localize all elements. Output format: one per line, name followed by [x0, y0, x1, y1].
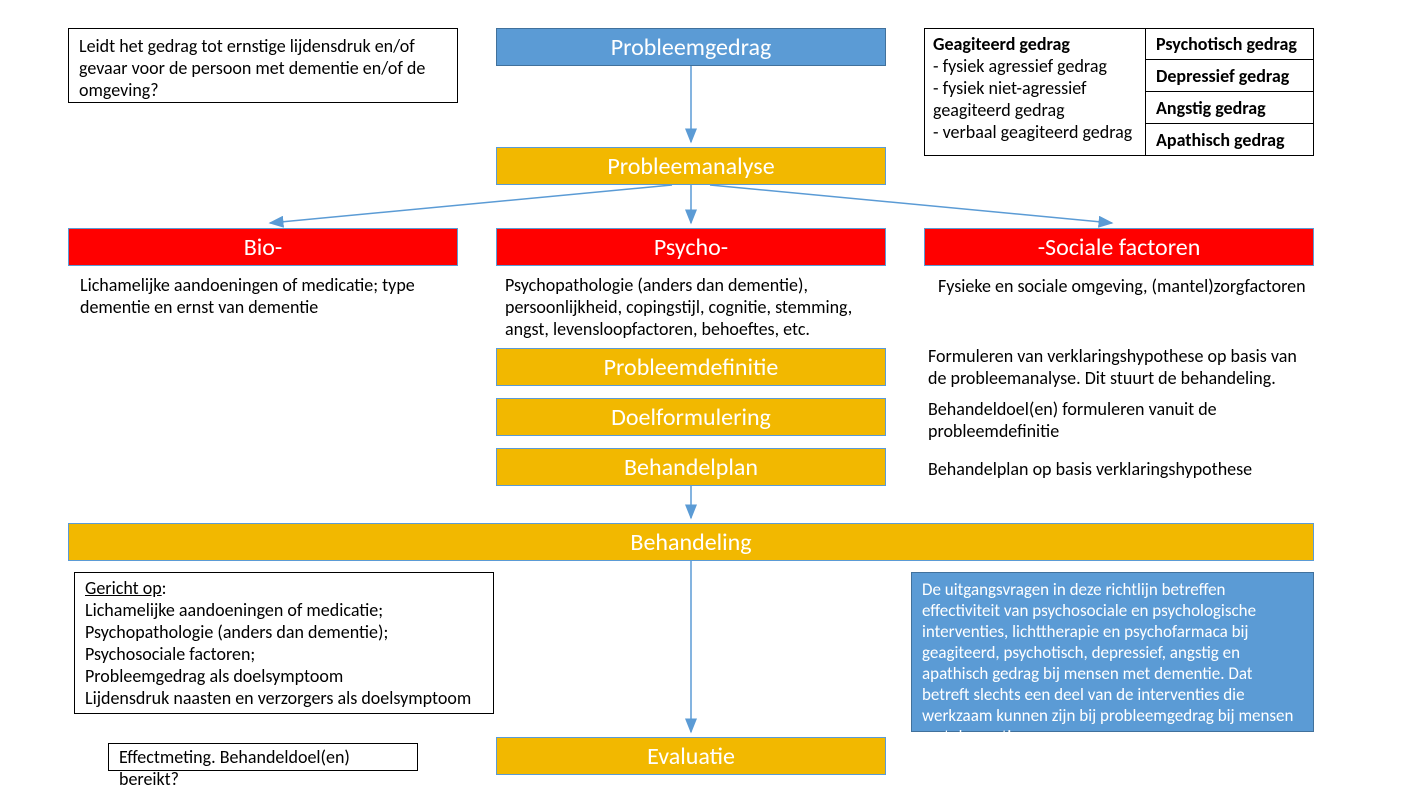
- arrow-line: [710, 185, 1112, 223]
- flow-box-psycho: Psycho-: [496, 228, 886, 266]
- gericht-op-box: Gericht op: Lichamelijke aandoeningen of…: [74, 572, 494, 714]
- sociale-description: Fysieke en sociale omgeving, (mantel)zor…: [938, 275, 1316, 297]
- flow-box-behandeling: Behandeling: [68, 523, 1314, 561]
- flow-box-behandelplan: Behandelplan: [496, 448, 886, 486]
- behavior-right-col: Psychotisch gedragDepressief gedragAngst…: [1146, 28, 1314, 156]
- effectmeting-box: Effectmeting. Behandeldoel(en) bereikt?: [108, 743, 418, 771]
- bio-description: Lichamelijke aandoeningen of medicatie; …: [80, 274, 458, 318]
- flow-box-probleemgedrag: Probleemgedrag: [496, 28, 886, 66]
- left-question-text: Leidt het gedrag tot ernstige lijdensdru…: [79, 35, 425, 101]
- behavior-left-item: - verbaal geagiteerd gedrag: [933, 121, 1137, 143]
- gericht-op-item: Psychopathologie (anders dan dementie);: [85, 621, 483, 643]
- left-question-box: Leidt het gedrag tot ernstige lijdensdru…: [68, 28, 458, 103]
- behavior-table: Geagiteerd gedrag- fysiek agressief gedr…: [924, 28, 1314, 156]
- behavior-right-cell: Depressief gedrag: [1146, 60, 1314, 92]
- flow-box-probleemanalyse: Probleemanalyse: [496, 147, 886, 185]
- note-doelformulering: Behandeldoel(en) formuleren vanuit de pr…: [928, 398, 1318, 442]
- behavior-right-cell: Psychotisch gedrag: [1146, 28, 1314, 60]
- flow-box-bio: Bio-: [68, 228, 458, 266]
- note-behandelplan: Behandelplan op basis verklaringshypothe…: [928, 458, 1318, 480]
- behavior-left-cell: Geagiteerd gedrag- fysiek agressief gedr…: [924, 28, 1146, 156]
- gericht-op-item: Lichamelijke aandoeningen of medicatie;: [85, 599, 483, 621]
- flow-box-probleemdefinitie: Probleemdefinitie: [496, 348, 886, 386]
- blue-note-box: De uitgangsvragen in deze richtlijn betr…: [911, 572, 1314, 732]
- note-probleemdefinitie: Formuleren van verklaringshypothese op b…: [928, 345, 1318, 389]
- gericht-op-items: Lichamelijke aandoeningen of medicatie;P…: [85, 599, 483, 709]
- psycho-description: Psychopathologie (anders dan dementie), …: [505, 274, 883, 340]
- gericht-op-item: Probleemgedrag als doelsymptoom: [85, 665, 483, 687]
- flow-box-evaluatie: Evaluatie: [496, 737, 886, 775]
- behavior-right-cell: Angstig gedrag: [1146, 92, 1314, 124]
- gericht-op-item: Lijdensdruk naasten en verzorgers als do…: [85, 687, 483, 709]
- gericht-op-title: Gericht op: [85, 577, 162, 599]
- flow-box-sociale: -Sociale factoren: [924, 228, 1314, 266]
- behavior-right-cell: Apathisch gedrag: [1146, 124, 1314, 156]
- flow-box-doelformulering: Doelformulering: [496, 398, 886, 436]
- gericht-op-item: Psychosociale factoren;: [85, 643, 483, 665]
- behavior-left-item: - fysiek agressief gedrag: [933, 55, 1137, 77]
- arrow-line: [270, 185, 672, 223]
- behavior-left-title: Geagiteerd gedrag: [933, 33, 1137, 55]
- behavior-left-item: - fysiek niet-agressief geagiteerd gedra…: [933, 77, 1137, 121]
